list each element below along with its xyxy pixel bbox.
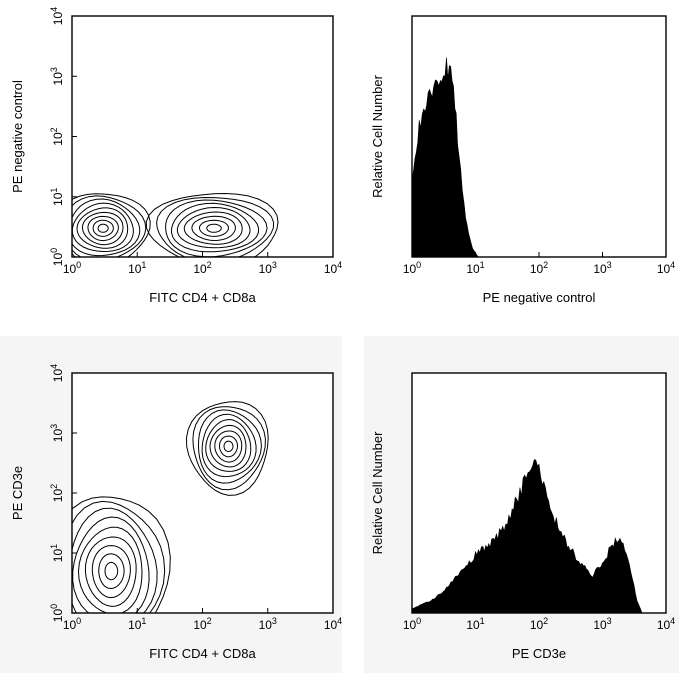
x-tick-label: 104 [324, 616, 342, 632]
contour-line [206, 223, 222, 233]
contour-line [198, 219, 230, 237]
contour-line [97, 223, 109, 233]
histogram-area [411, 57, 479, 258]
y-axis-label: Relative Cell Number [370, 431, 385, 554]
contour-line [72, 195, 147, 257]
x-tick-label: 100 [63, 616, 81, 632]
x-tick-label: 102 [530, 260, 548, 276]
contour-line [77, 526, 143, 613]
x-tick-label: 103 [259, 616, 277, 632]
x-tick-label: 104 [657, 260, 675, 276]
y-tick-label: 102 [49, 484, 65, 502]
chart-4: 100 101 102 103 104 PE CD3e Relative Cell Numb… [370, 372, 675, 661]
contour-line [183, 211, 243, 245]
contour-line [214, 430, 243, 463]
x-tick-label: 102 [530, 616, 548, 632]
y-tick-label: 103 [49, 67, 65, 85]
y-tick-label: 100 [49, 604, 65, 622]
x-axis-label: FITC CD4 + CD8a [149, 646, 256, 661]
contour-lines [72, 192, 279, 257]
contour-line [205, 418, 252, 472]
x-axis-label: FITC CD4 + CD8a [149, 290, 256, 305]
y-tick-label: 102 [49, 127, 65, 145]
contour-line [197, 409, 262, 484]
lower-row-gap [342, 336, 364, 673]
x-tick-label: 102 [193, 616, 211, 632]
contour-line [192, 406, 266, 491]
chart-2: 100 101 102 103 104 PE negative control Relati… [370, 15, 675, 305]
contour-line [92, 219, 114, 237]
x-tick-label: 100 [403, 260, 421, 276]
y-tick-label: 101 [49, 544, 65, 562]
x-tick-label: 101 [466, 260, 484, 276]
plot-frame [71, 372, 334, 614]
y-tick-label: 101 [49, 188, 65, 206]
x-tick-label: 101 [128, 616, 146, 632]
contour-line [170, 202, 260, 253]
plot-frame [71, 15, 334, 258]
y-axis-label: PE CD3e [10, 466, 25, 520]
y-tick-label: 103 [49, 424, 65, 442]
contour-line [76, 207, 129, 249]
contour-line [145, 192, 279, 257]
contour-line [191, 215, 236, 242]
x-axis-label: PE CD3e [512, 646, 566, 661]
contour-line [72, 496, 171, 613]
contour-line [218, 435, 239, 458]
contour-line [87, 215, 119, 242]
x-tick-label: 102 [193, 260, 211, 276]
contour-line [156, 196, 275, 257]
histogram-area [411, 459, 643, 614]
contour-line [72, 202, 134, 253]
y-tick-label: 100 [49, 248, 65, 266]
contour-line [104, 561, 119, 581]
x-tick-label: 104 [657, 616, 675, 632]
y-tick-label: 104 [49, 7, 65, 25]
contour-line [98, 553, 125, 590]
x-tick-label: 100 [63, 260, 81, 276]
x-tick-label: 100 [403, 616, 421, 632]
x-tick-label: 103 [259, 260, 277, 276]
contour-line [223, 440, 234, 453]
x-tick-label: 103 [593, 260, 611, 276]
contour-line [91, 545, 131, 599]
contour-line [81, 211, 124, 246]
contour-line [201, 413, 257, 478]
contour-line [209, 424, 247, 468]
chart-3: 100 101 102 103 104 100 101 102 103 104 FITC CD4 +… [10, 364, 342, 661]
contour-line [176, 206, 251, 249]
x-tick-label: 101 [128, 260, 146, 276]
contour-line [165, 199, 268, 257]
contour-line [72, 507, 158, 613]
contour-lines [72, 401, 269, 613]
x-tick-label: 101 [466, 616, 484, 632]
contour-line [72, 193, 151, 257]
x-tick-label: 104 [324, 260, 342, 276]
y-tick-label: 104 [49, 364, 65, 382]
y-axis-label: PE negative control [10, 80, 25, 193]
x-axis-label: PE negative control [483, 290, 596, 305]
contour-line [72, 516, 150, 613]
contour-line [72, 198, 141, 257]
chart-1: 100 101 102 103 104 100 101 102 103 104 FITC CD4 +… [10, 7, 342, 305]
x-tick-label: 103 [593, 616, 611, 632]
y-axis-label: Relative Cell Number [370, 74, 385, 197]
contour-line [72, 500, 166, 613]
contour-line [84, 536, 137, 607]
contour-line [185, 401, 269, 496]
